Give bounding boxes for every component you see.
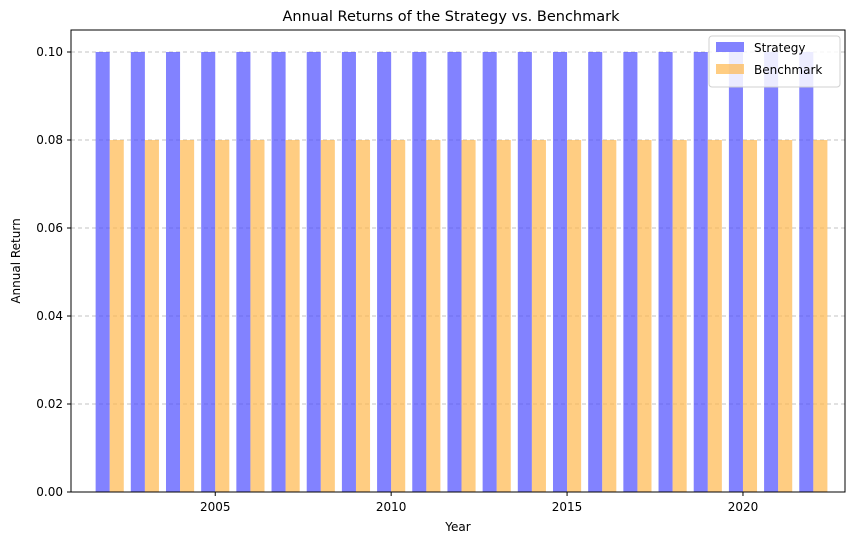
x-tick-label: 2010 <box>376 500 407 514</box>
bar-strategy <box>517 52 532 492</box>
bar-benchmark <box>531 140 546 492</box>
bar-benchmark <box>461 140 476 492</box>
bar-benchmark <box>109 140 124 492</box>
bar-benchmark <box>778 140 793 492</box>
bar-strategy <box>728 52 743 492</box>
bar-strategy <box>341 52 356 492</box>
chart-title: Annual Returns of the Strategy vs. Bench… <box>283 9 621 25</box>
bar-benchmark <box>426 140 441 492</box>
bar-strategy <box>306 52 321 492</box>
bar-strategy <box>447 52 462 492</box>
legend-label-benchmark: Benchmark <box>754 63 822 77</box>
bar-strategy <box>482 52 497 492</box>
bar-benchmark <box>285 140 300 492</box>
bar-benchmark <box>215 140 230 492</box>
bar-benchmark <box>250 140 265 492</box>
bar-strategy <box>201 52 216 492</box>
bar-benchmark <box>813 140 828 492</box>
bar-strategy <box>799 52 814 492</box>
bar-benchmark <box>180 140 195 492</box>
bar-benchmark <box>602 140 617 492</box>
x-axis-label: Year <box>444 520 470 534</box>
bar-benchmark <box>320 140 335 492</box>
y-tick-label: 0.02 <box>36 397 63 411</box>
bar-benchmark <box>144 140 159 492</box>
bar-strategy <box>412 52 427 492</box>
bar-benchmark <box>707 140 722 492</box>
bar-strategy <box>623 52 638 492</box>
y-tick-label: 0.08 <box>36 133 63 147</box>
legend-label-strategy: Strategy <box>754 41 805 55</box>
bar-strategy <box>377 52 392 492</box>
y-axis-label: Annual Return <box>9 218 23 303</box>
bar-strategy <box>588 52 603 492</box>
bar-strategy <box>236 52 251 492</box>
bar-strategy <box>271 52 286 492</box>
bar-benchmark <box>637 140 652 492</box>
bar-benchmark <box>496 140 511 492</box>
bar-strategy <box>658 52 673 492</box>
bar-strategy <box>693 52 708 492</box>
plot-frame <box>70 29 846 493</box>
legend: Strategy Benchmark <box>708 35 841 88</box>
bar-benchmark <box>391 140 406 492</box>
bar-strategy <box>764 52 779 492</box>
x-tick-label: 2005 <box>200 500 231 514</box>
bar-strategy <box>95 52 110 492</box>
bar-benchmark <box>567 140 582 492</box>
x-axis-ticks: 2005 2010 2015 2020 <box>200 492 758 514</box>
x-tick-label: 2015 <box>552 500 583 514</box>
bar-strategy <box>552 52 568 492</box>
bar-benchmark <box>742 140 758 492</box>
bar-strategy <box>165 52 181 492</box>
legend-swatch-benchmark <box>716 64 744 74</box>
bar-benchmark <box>672 140 687 492</box>
bar-strategy <box>130 52 145 492</box>
bars <box>95 52 828 492</box>
bar-benchmark <box>355 140 371 492</box>
y-tick-label: 0.00 <box>36 485 63 499</box>
y-tick-label: 0.06 <box>36 221 63 235</box>
y-tick-label: 0.04 <box>36 309 63 323</box>
y-tick-label: 0.10 <box>36 45 63 59</box>
y-axis-ticks: 0.00 0.02 0.04 0.06 0.08 0.10 <box>36 45 71 499</box>
x-tick-label: 2020 <box>728 500 759 514</box>
legend-swatch-strategy <box>716 42 744 52</box>
